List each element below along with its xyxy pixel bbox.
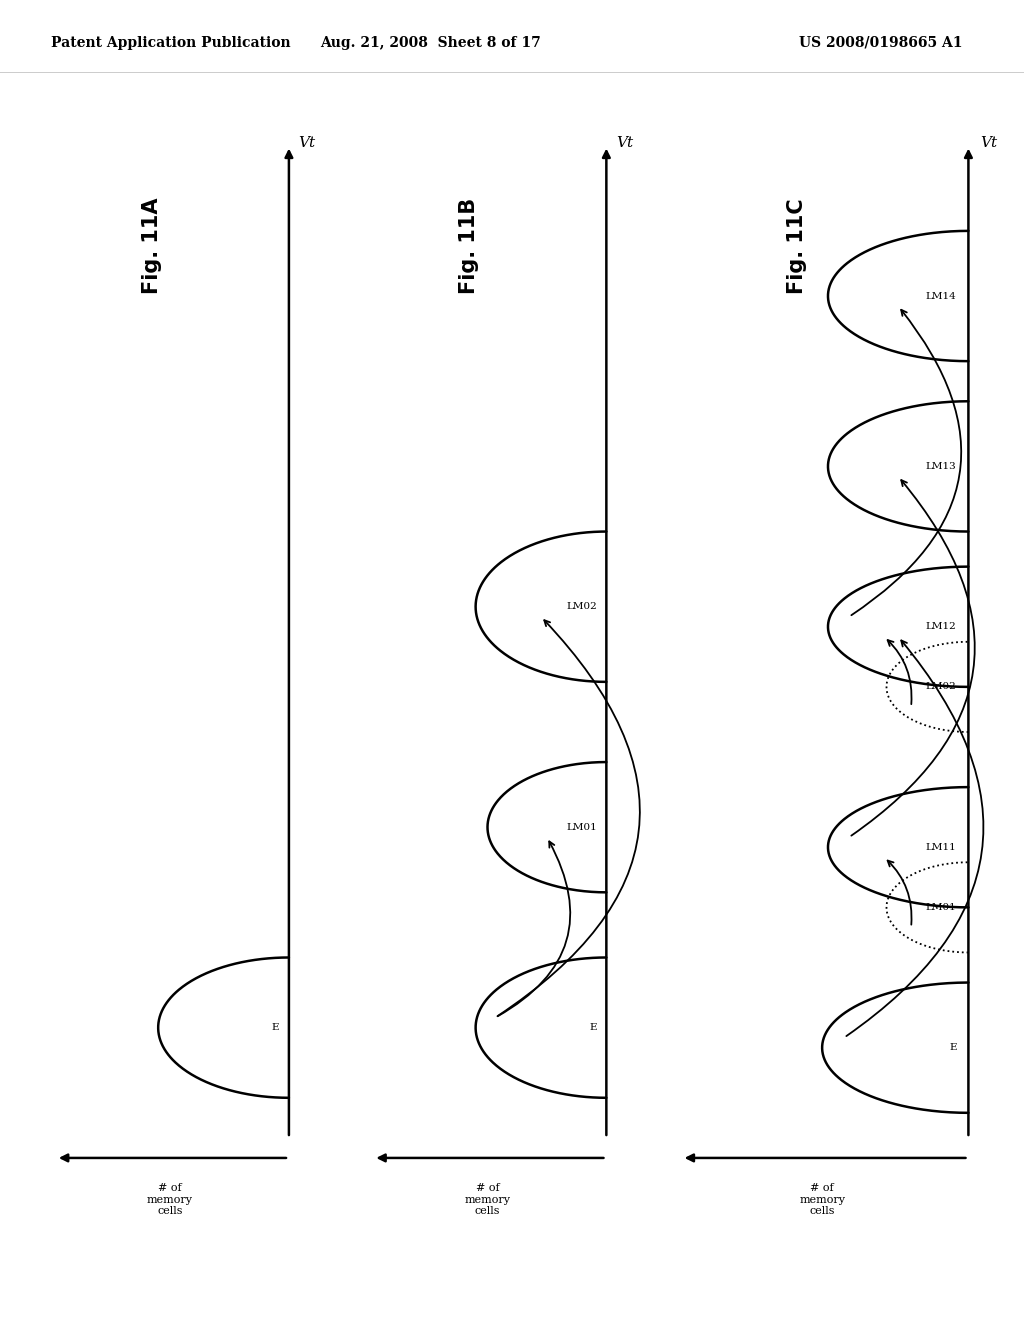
Text: LM01: LM01 — [926, 903, 956, 912]
Text: Aug. 21, 2008  Sheet 8 of 17: Aug. 21, 2008 Sheet 8 of 17 — [319, 36, 541, 50]
Text: LM01: LM01 — [566, 822, 597, 832]
Text: Fig. 11C: Fig. 11C — [787, 198, 807, 294]
Text: LM02: LM02 — [926, 682, 956, 692]
Text: Patent Application Publication: Patent Application Publication — [51, 36, 291, 50]
Text: # of
memory
cells: # of memory cells — [799, 1183, 845, 1216]
Text: LM12: LM12 — [926, 622, 956, 631]
Text: LM14: LM14 — [926, 292, 956, 301]
Text: Fig. 11B: Fig. 11B — [459, 198, 479, 294]
Text: LM13: LM13 — [926, 462, 956, 471]
Text: LM11: LM11 — [926, 842, 956, 851]
Text: E: E — [590, 1023, 597, 1032]
Text: Vt: Vt — [980, 136, 997, 149]
Text: Vt: Vt — [615, 136, 633, 149]
Text: Vt: Vt — [298, 136, 315, 149]
Text: LM02: LM02 — [566, 602, 597, 611]
Text: US 2008/0198665 A1: US 2008/0198665 A1 — [799, 36, 963, 50]
Text: E: E — [949, 1043, 956, 1052]
Text: E: E — [272, 1023, 280, 1032]
Text: # of
memory
cells: # of memory cells — [465, 1183, 511, 1216]
Text: # of
memory
cells: # of memory cells — [147, 1183, 194, 1216]
Text: Fig. 11A: Fig. 11A — [141, 198, 162, 294]
